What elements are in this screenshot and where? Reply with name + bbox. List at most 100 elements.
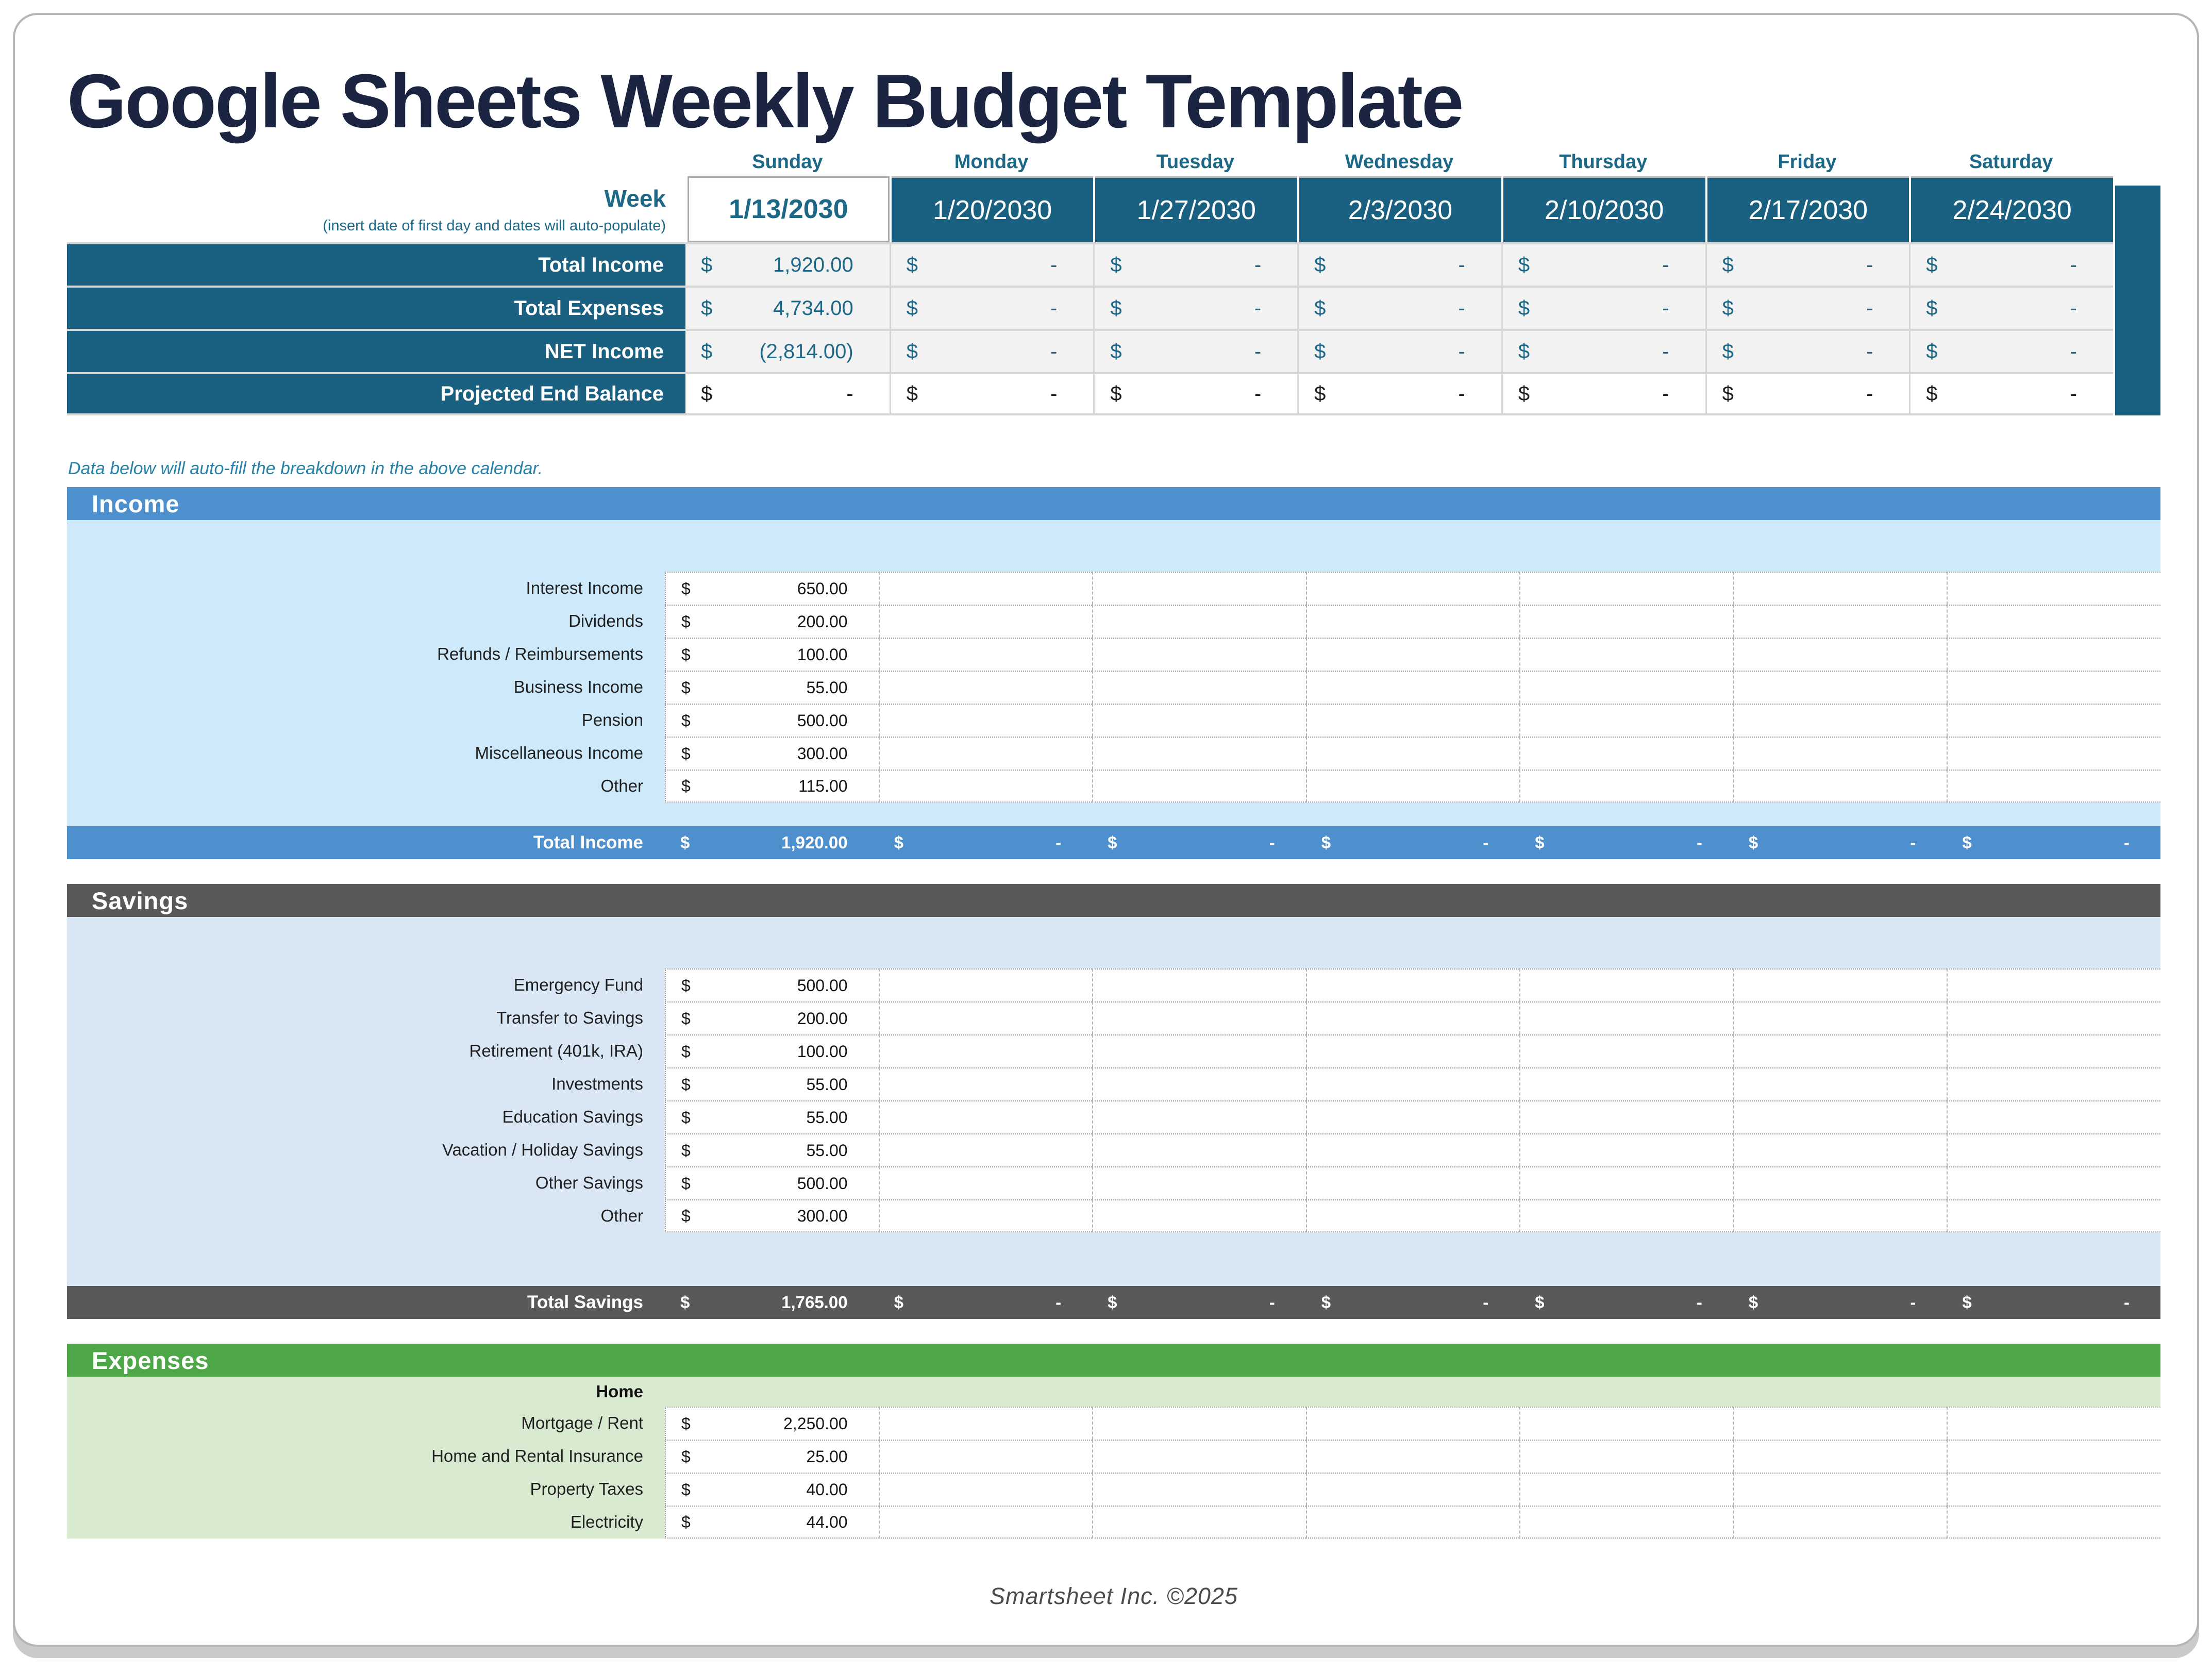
- empty-input-cell[interactable]: [1305, 1067, 1520, 1101]
- empty-input-cell[interactable]: [1733, 605, 1947, 638]
- empty-input-cell[interactable]: [1519, 1034, 1733, 1068]
- empty-input-cell[interactable]: [1733, 1407, 1947, 1440]
- empty-input-cell[interactable]: [878, 572, 1093, 605]
- empty-input-cell[interactable]: [1519, 704, 1733, 737]
- empty-input-cell[interactable]: [1947, 1407, 2160, 1440]
- empty-input-cell[interactable]: [1092, 1001, 1306, 1035]
- item-value-cell[interactable]: $55.00: [665, 1100, 879, 1134]
- empty-input-cell[interactable]: [1092, 572, 1306, 605]
- empty-input-cell[interactable]: [1519, 671, 1733, 704]
- empty-input-cell[interactable]: [1305, 1100, 1520, 1134]
- empty-input-cell[interactable]: [1305, 1473, 1520, 1506]
- empty-input-cell[interactable]: [1305, 671, 1520, 704]
- empty-input-cell[interactable]: [1092, 1133, 1306, 1167]
- empty-input-cell[interactable]: [1305, 968, 1520, 1002]
- empty-input-cell[interactable]: [1733, 968, 1947, 1002]
- empty-input-cell[interactable]: [1733, 1506, 1947, 1539]
- empty-input-cell[interactable]: [1733, 1067, 1947, 1101]
- item-value-cell[interactable]: $2,250.00: [665, 1407, 879, 1440]
- empty-input-cell[interactable]: [878, 1473, 1093, 1506]
- item-value-cell[interactable]: $500.00: [665, 704, 879, 737]
- empty-input-cell[interactable]: [1947, 1100, 2160, 1134]
- week-date-cell[interactable]: 1/20/2030: [891, 176, 1094, 243]
- empty-input-cell[interactable]: [1092, 1166, 1306, 1200]
- empty-input-cell[interactable]: [1947, 572, 2160, 605]
- item-value-cell[interactable]: $200.00: [665, 605, 879, 638]
- empty-input-cell[interactable]: [1092, 1199, 1306, 1233]
- item-value-cell[interactable]: $55.00: [665, 1067, 879, 1101]
- empty-input-cell[interactable]: [1947, 1199, 2160, 1233]
- empty-input-cell[interactable]: [1305, 704, 1520, 737]
- empty-input-cell[interactable]: [1947, 1473, 2160, 1506]
- empty-input-cell[interactable]: [1519, 1166, 1733, 1200]
- empty-input-cell[interactable]: [1305, 605, 1520, 638]
- empty-input-cell[interactable]: [878, 1407, 1093, 1440]
- empty-input-cell[interactable]: [1519, 1199, 1733, 1233]
- empty-input-cell[interactable]: [1092, 1473, 1306, 1506]
- empty-input-cell[interactable]: [1733, 1034, 1947, 1068]
- empty-input-cell[interactable]: [1733, 1100, 1947, 1134]
- empty-input-cell[interactable]: [1733, 1473, 1947, 1506]
- empty-input-cell[interactable]: [1519, 1506, 1733, 1539]
- empty-input-cell[interactable]: [1733, 704, 1947, 737]
- empty-input-cell[interactable]: [1092, 1407, 1306, 1440]
- empty-input-cell[interactable]: [1092, 737, 1306, 770]
- empty-input-cell[interactable]: [1947, 968, 2160, 1002]
- empty-input-cell[interactable]: [1305, 1166, 1520, 1200]
- item-value-cell[interactable]: $100.00: [665, 1034, 879, 1068]
- empty-input-cell[interactable]: [878, 1100, 1093, 1134]
- empty-input-cell[interactable]: [1733, 1133, 1947, 1167]
- item-value-cell[interactable]: $100.00: [665, 638, 879, 671]
- empty-input-cell[interactable]: [878, 1133, 1093, 1167]
- empty-input-cell[interactable]: [878, 1440, 1093, 1473]
- empty-input-cell[interactable]: [878, 737, 1093, 770]
- empty-input-cell[interactable]: [878, 671, 1093, 704]
- empty-input-cell[interactable]: [878, 1067, 1093, 1101]
- empty-input-cell[interactable]: [1947, 1506, 2160, 1539]
- empty-input-cell[interactable]: [878, 1506, 1093, 1539]
- item-value-cell[interactable]: $40.00: [665, 1473, 879, 1506]
- empty-input-cell[interactable]: [1305, 1199, 1520, 1233]
- empty-input-cell[interactable]: [1947, 1133, 2160, 1167]
- empty-input-cell[interactable]: [1092, 770, 1306, 803]
- empty-input-cell[interactable]: [878, 1034, 1093, 1068]
- empty-input-cell[interactable]: [1305, 638, 1520, 671]
- empty-input-cell[interactable]: [1947, 671, 2160, 704]
- empty-input-cell[interactable]: [1733, 1001, 1947, 1035]
- empty-input-cell[interactable]: [1519, 737, 1733, 770]
- empty-input-cell[interactable]: [1733, 770, 1947, 803]
- empty-input-cell[interactable]: [1733, 737, 1947, 770]
- empty-input-cell[interactable]: [1519, 605, 1733, 638]
- empty-input-cell[interactable]: [878, 1166, 1093, 1200]
- empty-input-cell[interactable]: [1947, 1440, 2160, 1473]
- week-date-cell[interactable]: 2/10/2030: [1503, 176, 1705, 243]
- item-value-cell[interactable]: $55.00: [665, 1133, 879, 1167]
- item-value-cell[interactable]: $200.00: [665, 1001, 879, 1035]
- empty-input-cell[interactable]: [1092, 704, 1306, 737]
- item-value-cell[interactable]: $44.00: [665, 1506, 879, 1539]
- empty-input-cell[interactable]: [1092, 638, 1306, 671]
- week-date-cell[interactable]: 1/27/2030: [1095, 176, 1298, 243]
- empty-input-cell[interactable]: [1947, 1034, 2160, 1068]
- empty-input-cell[interactable]: [1092, 671, 1306, 704]
- empty-input-cell[interactable]: [878, 770, 1093, 803]
- empty-input-cell[interactable]: [1519, 1100, 1733, 1134]
- empty-input-cell[interactable]: [1947, 770, 2160, 803]
- item-value-cell[interactable]: $500.00: [665, 968, 879, 1002]
- week-date-cell[interactable]: 2/3/2030: [1299, 176, 1501, 243]
- empty-input-cell[interactable]: [1947, 1067, 2160, 1101]
- item-value-cell[interactable]: $115.00: [665, 770, 879, 803]
- empty-input-cell[interactable]: [1305, 1001, 1520, 1035]
- item-value-cell[interactable]: $55.00: [665, 671, 879, 704]
- empty-input-cell[interactable]: [1519, 1001, 1733, 1035]
- empty-input-cell[interactable]: [1092, 968, 1306, 1002]
- empty-input-cell[interactable]: [1305, 770, 1520, 803]
- empty-input-cell[interactable]: [1305, 1506, 1520, 1539]
- empty-input-cell[interactable]: [1733, 671, 1947, 704]
- empty-input-cell[interactable]: [1519, 770, 1733, 803]
- empty-input-cell[interactable]: [1733, 638, 1947, 671]
- empty-input-cell[interactable]: [1947, 737, 2160, 770]
- empty-input-cell[interactable]: [1947, 605, 2160, 638]
- empty-input-cell[interactable]: [1519, 572, 1733, 605]
- item-value-cell[interactable]: $500.00: [665, 1166, 879, 1200]
